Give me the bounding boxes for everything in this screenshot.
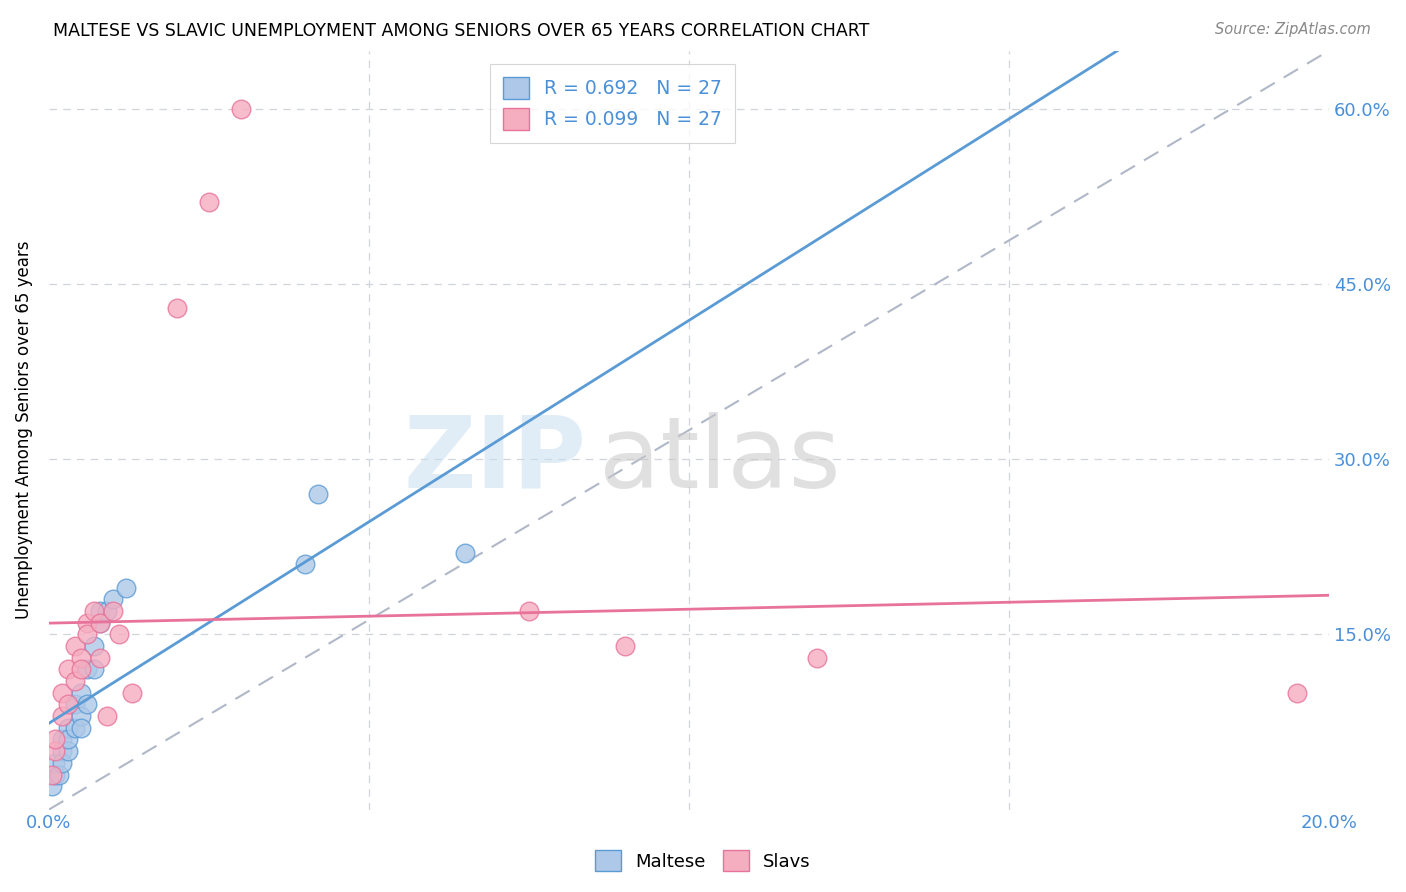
Point — [76, 615, 98, 630]
Point — [51, 756, 73, 770]
Point — [51, 686, 73, 700]
Legend: Maltese, Slavs: Maltese, Slavs — [588, 843, 818, 879]
Point — [96, 604, 118, 618]
Point — [70, 650, 93, 665]
Point — [56, 698, 79, 712]
Point — [101, 604, 124, 618]
Point — [229, 102, 252, 116]
Point — [101, 592, 124, 607]
Text: atlas: atlas — [599, 412, 841, 509]
Point — [70, 721, 93, 735]
Point — [56, 662, 79, 676]
Point — [63, 721, 86, 735]
Point — [63, 639, 86, 653]
Point — [48, 767, 70, 781]
Point — [41, 779, 63, 793]
Point — [70, 662, 93, 676]
Point — [96, 709, 118, 723]
Point — [1285, 686, 1308, 700]
Point — [76, 662, 98, 676]
Legend: R = 0.692   N = 27, R = 0.099   N = 27: R = 0.692 N = 27, R = 0.099 N = 27 — [489, 64, 735, 143]
Point — [44, 756, 66, 770]
Point — [114, 581, 136, 595]
Point — [83, 662, 105, 676]
Point — [51, 709, 73, 723]
Point — [56, 744, 79, 758]
Point — [51, 732, 73, 747]
Point — [63, 674, 86, 689]
Point — [83, 604, 105, 618]
Point — [307, 487, 329, 501]
Point — [70, 709, 93, 723]
Point — [44, 767, 66, 781]
Text: ZIP: ZIP — [404, 412, 586, 509]
Point — [44, 732, 66, 747]
Point — [294, 558, 316, 572]
Point — [806, 650, 828, 665]
Point — [121, 686, 143, 700]
Point — [76, 627, 98, 641]
Point — [89, 604, 111, 618]
Point — [44, 744, 66, 758]
Point — [51, 744, 73, 758]
Point — [517, 604, 540, 618]
Point — [89, 615, 111, 630]
Y-axis label: Unemployment Among Seniors over 65 years: Unemployment Among Seniors over 65 years — [15, 241, 32, 619]
Point — [56, 721, 79, 735]
Point — [83, 639, 105, 653]
Point — [166, 301, 188, 315]
Point — [63, 698, 86, 712]
Point — [198, 195, 221, 210]
Point — [70, 686, 93, 700]
Point — [76, 698, 98, 712]
Point — [89, 650, 111, 665]
Point — [108, 627, 131, 641]
Text: MALTESE VS SLAVIC UNEMPLOYMENT AMONG SENIORS OVER 65 YEARS CORRELATION CHART: MALTESE VS SLAVIC UNEMPLOYMENT AMONG SEN… — [53, 22, 870, 40]
Point — [56, 732, 79, 747]
Point — [614, 639, 637, 653]
Point — [41, 767, 63, 781]
Point — [89, 615, 111, 630]
Point — [454, 546, 477, 560]
Text: Source: ZipAtlas.com: Source: ZipAtlas.com — [1215, 22, 1371, 37]
